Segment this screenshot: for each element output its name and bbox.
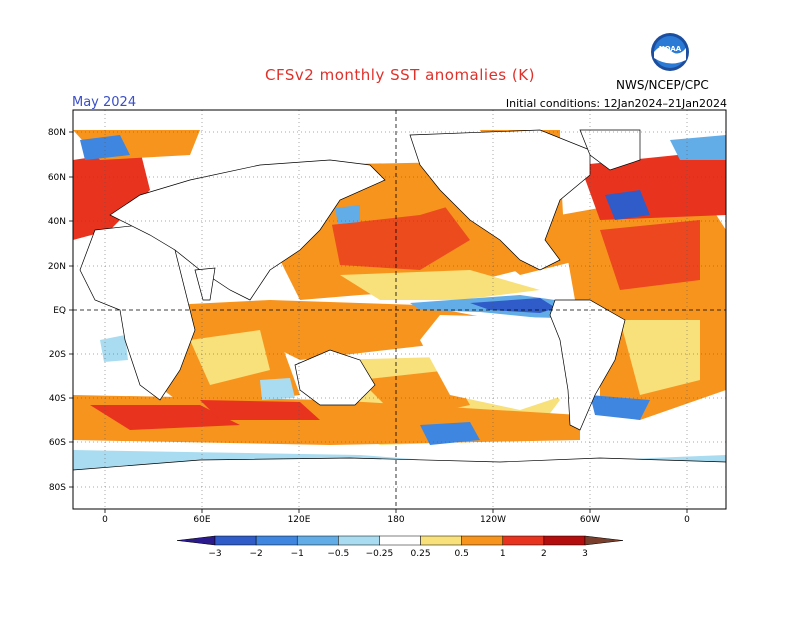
- lon-label: 0: [102, 515, 108, 525]
- colorbar-swatch: [502, 535, 545, 546]
- map-frame: [72, 109, 727, 510]
- colorbar-label: −3: [208, 549, 221, 559]
- lon-label: 60E: [193, 515, 210, 525]
- map-field: [73, 110, 726, 509]
- lon-label: 180: [387, 515, 404, 525]
- lat-label: 80N: [48, 128, 66, 138]
- forecast-month: May 2024: [72, 95, 137, 110]
- lon-label: 60W: [580, 515, 600, 525]
- noaa-logo: NOAA: [651, 33, 689, 71]
- colorbar-label: 3: [582, 549, 588, 559]
- latitude-labels: 80N 60N 40N 20N EQ 20S 40S 60S 80S: [48, 128, 73, 493]
- lat-label: 40N: [48, 217, 66, 227]
- colorbar-swatch: [543, 535, 586, 546]
- colorbar-label: 0.5: [455, 549, 469, 559]
- colorbar-label: 1: [500, 549, 506, 559]
- lon-label: 0: [684, 515, 690, 525]
- eurasia: [109, 159, 386, 301]
- colorbar-swatch: [420, 535, 462, 546]
- lon-label: 120W: [480, 515, 506, 525]
- antarctica: [73, 457, 726, 509]
- map-title: CFSv2 monthly SST anomalies (K): [265, 66, 535, 84]
- colorbar-label: −2: [249, 549, 262, 559]
- longitude-labels: 0 60E 120E 180 120W 60W 0: [102, 509, 690, 525]
- colorbar-label: 0.25: [411, 549, 431, 559]
- colorbar-label: −0.5: [327, 549, 349, 559]
- lat-label: 40S: [49, 394, 66, 404]
- colorbar-swatch: [176, 535, 216, 546]
- colorbar-swatch: [379, 535, 421, 546]
- south-america: [549, 299, 626, 431]
- colorbar-swatch: [461, 535, 504, 546]
- lat-label: 60S: [49, 438, 66, 448]
- lon-label: 120E: [288, 515, 311, 525]
- initial-conditions: Initial conditions: 12Jan2024–21Jan2024: [505, 97, 727, 110]
- agency-label: NWS/NCEP/CPC: [616, 78, 709, 92]
- greenland: [579, 129, 641, 171]
- india: [194, 267, 216, 301]
- colorbar: −3 −2 −1 −0.5 −0.25 0.25 0.5 1 2 3: [176, 535, 624, 559]
- lat-label: 20N: [48, 262, 66, 272]
- colorbar-label: −0.25: [366, 549, 394, 559]
- colorbar-swatch: [338, 535, 380, 546]
- lat-label: 60N: [48, 173, 66, 183]
- colorbar-swatch: [255, 535, 298, 546]
- lat-label: 80S: [49, 483, 66, 493]
- continents: [73, 129, 726, 509]
- colorbar-label: −1: [291, 549, 304, 559]
- colorbar-swatch: [584, 535, 624, 546]
- svg-text:NOAA: NOAA: [659, 45, 682, 53]
- graticule: [73, 110, 726, 509]
- colorbar-label: 2: [541, 549, 547, 559]
- colorbar-swatch: [296, 535, 339, 546]
- lat-label: 20S: [49, 350, 66, 360]
- australia: [294, 349, 376, 406]
- colorbar-swatch: [214, 535, 257, 546]
- lat-label: EQ: [53, 306, 66, 316]
